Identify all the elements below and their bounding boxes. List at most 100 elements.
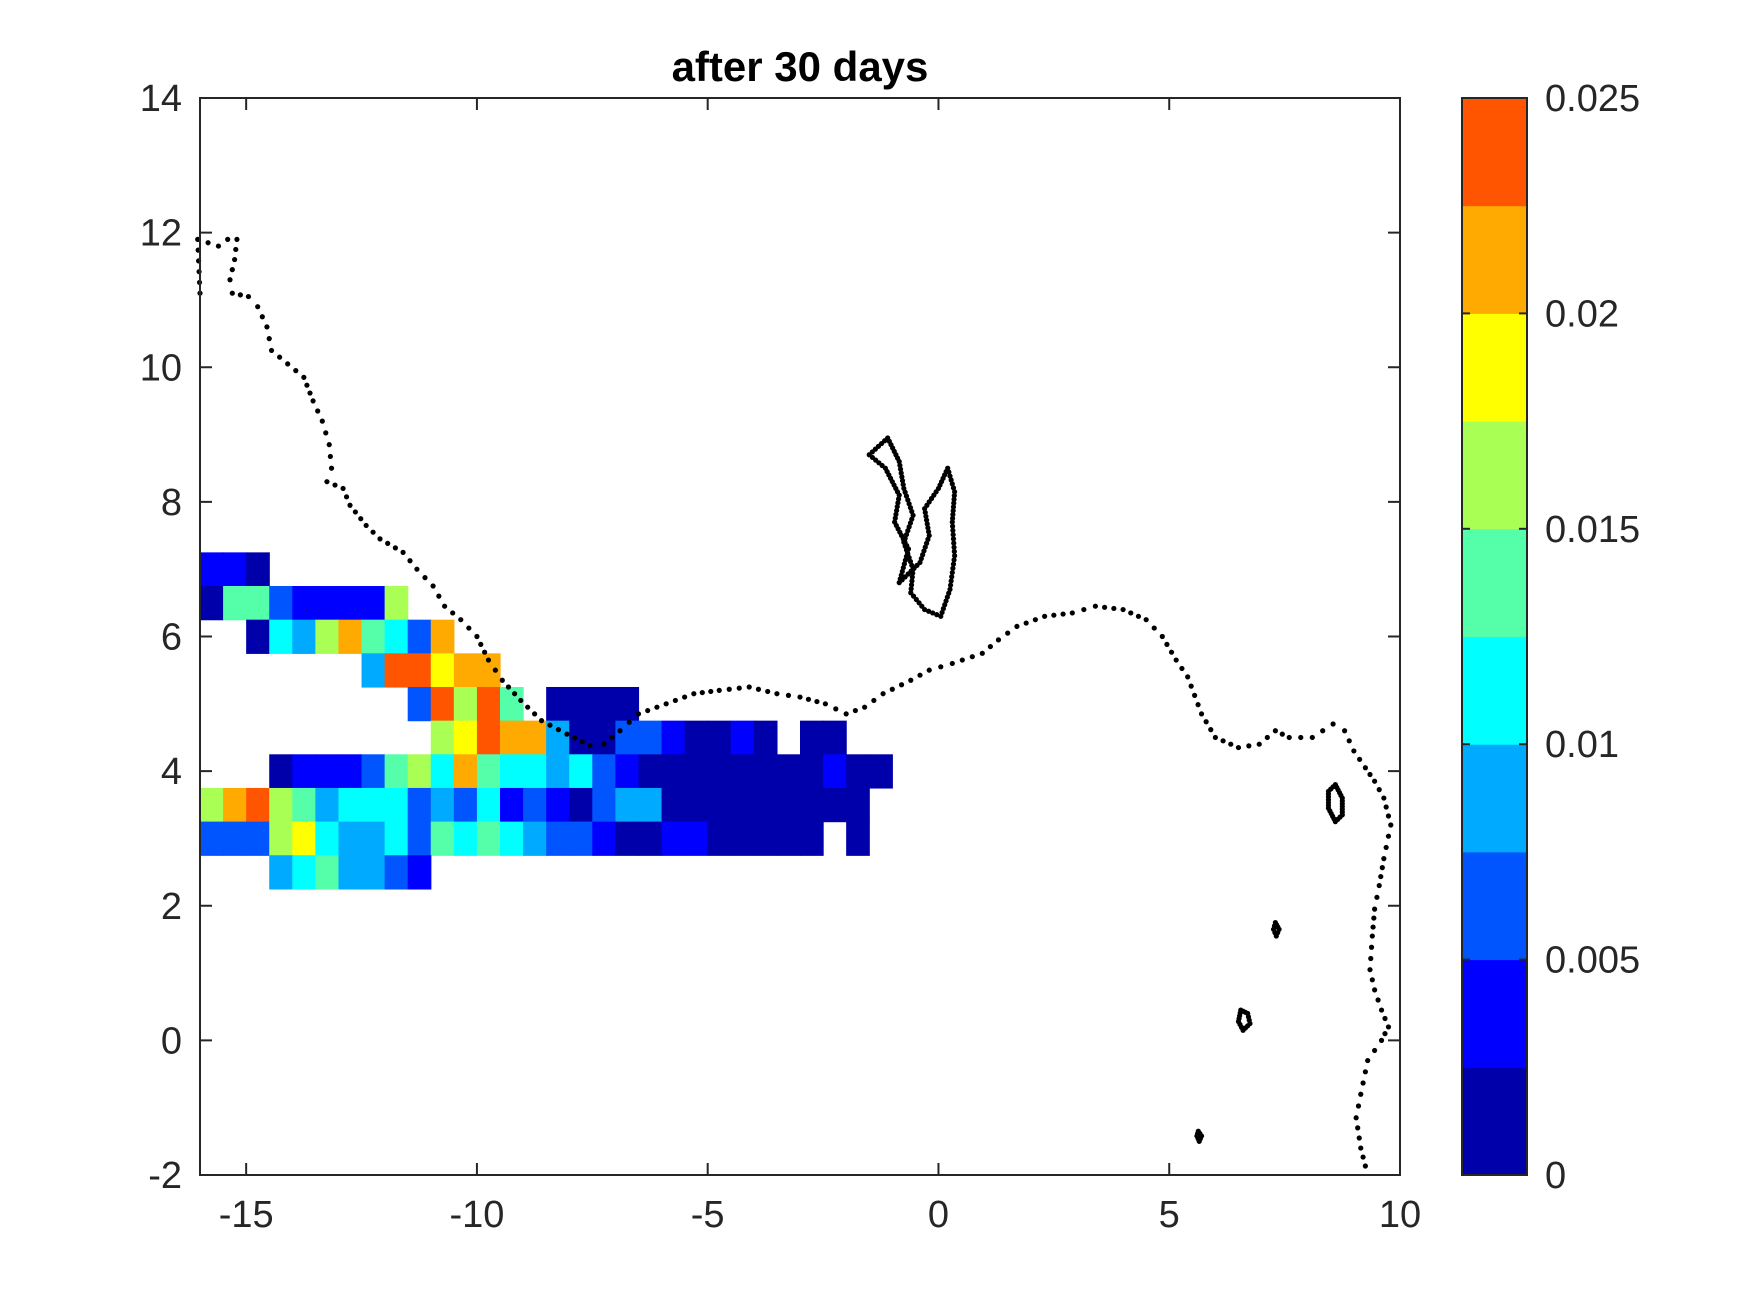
coastline-dot — [880, 691, 886, 697]
heatmap-cell — [846, 787, 870, 823]
heatmap-cell — [315, 855, 340, 890]
heatmap-cell — [615, 686, 640, 722]
coastline-dot — [234, 236, 240, 242]
colorbar-block — [1462, 205, 1527, 314]
coastline-dot — [1360, 1154, 1366, 1160]
coastline-dot — [229, 290, 235, 296]
coastline-dot — [1381, 856, 1387, 862]
coastline-dot — [1023, 620, 1029, 626]
coastline-dot — [1367, 771, 1373, 778]
coastline-dot — [1286, 734, 1292, 741]
lake-outline-dot — [951, 540, 957, 546]
coastline-dot — [442, 603, 448, 609]
coastline-dot — [609, 734, 615, 741]
chart-title: after 30 days — [672, 43, 929, 90]
lake-outline-dot — [950, 511, 956, 518]
coastline-dot — [1372, 1047, 1378, 1054]
colorbar-ticks: 0 0.005 0.01 0.015 0.02 0.025 — [1462, 78, 1640, 1197]
heatmap-cell — [292, 619, 316, 654]
coastline-dot — [195, 236, 201, 242]
coastline-dot — [579, 739, 585, 745]
coastline-dot — [645, 707, 651, 714]
coastline-dot — [1320, 728, 1326, 734]
coastline-dot — [492, 667, 498, 673]
coastline-dot — [225, 236, 231, 242]
coastline-dot — [1375, 997, 1381, 1003]
heatmap-cell — [638, 821, 663, 856]
coastline-dot — [343, 494, 350, 500]
coastline-dot — [797, 694, 803, 700]
heatmap-cell — [407, 787, 432, 823]
coastline-dot — [746, 684, 752, 690]
lake-outline-dot — [924, 521, 930, 527]
heatmap-cell — [384, 787, 409, 823]
colorbar-block — [1462, 851, 1527, 961]
x-tick-label: 10 — [1379, 1194, 1421, 1236]
coastline-dot — [1355, 1103, 1362, 1109]
island-outline-dot — [1237, 1010, 1243, 1016]
heatmap-cell — [592, 754, 616, 789]
lake-outline-dot — [896, 458, 902, 465]
coastline-dot — [264, 324, 270, 330]
coastline-dot — [564, 731, 570, 737]
coastline-dot — [482, 649, 488, 655]
heatmap-cell — [523, 754, 547, 789]
heatmap-cell — [269, 754, 293, 789]
coastline-dot — [327, 453, 333, 460]
lake-outline-dot — [934, 612, 940, 618]
coastline-dot — [833, 706, 839, 712]
lake-outline-dot — [947, 586, 953, 592]
coastline-dot — [285, 361, 291, 367]
coastline-dot — [555, 727, 562, 733]
coastline-dot — [682, 694, 688, 700]
coastline-dot — [1042, 613, 1048, 619]
heatmap-cell — [407, 855, 432, 890]
coastline-dot — [1367, 967, 1373, 973]
heatmap-cell — [846, 754, 870, 789]
heatmap-cell — [523, 720, 547, 755]
lake-outline-dot — [950, 536, 957, 542]
coastline-dot — [315, 408, 321, 414]
lake-outline-dot — [947, 473, 953, 479]
coastline-dot — [1376, 787, 1382, 793]
coastline-dot — [1372, 987, 1378, 993]
lake-outline-dot — [950, 508, 956, 514]
coastline-dot — [227, 277, 233, 283]
colorbar: 0 0.005 0.01 0.015 0.02 0.025 — [1461, 78, 1640, 1197]
heatmap-cell — [638, 720, 663, 755]
coastline-dot — [1164, 641, 1170, 647]
coastline-dot — [450, 610, 456, 616]
heatmap-cell — [776, 821, 801, 856]
coastline-dot — [1092, 603, 1098, 609]
coastline-dot — [1168, 649, 1175, 655]
coastline-dot — [1102, 604, 1108, 610]
lake-outline-dot — [895, 496, 902, 502]
heatmap-cell — [315, 619, 340, 654]
lake-outline-dot — [897, 462, 903, 468]
coastline-dot — [1279, 731, 1285, 737]
coastline-dot — [1371, 915, 1377, 921]
lake-outline-dot — [892, 519, 898, 525]
heatmap-cell — [361, 754, 386, 789]
heatmap-cell — [569, 787, 593, 823]
heatmap-cell — [407, 821, 432, 856]
heatmap-cell — [430, 787, 455, 823]
coastline-dot — [1298, 734, 1304, 741]
lake-outline-dot — [951, 492, 957, 499]
coastline-dot — [822, 701, 828, 707]
heatmap-cell — [569, 754, 593, 789]
y-tick-label: 0 — [161, 1020, 182, 1062]
heatmap-cell — [846, 821, 870, 856]
coastline-dot — [277, 354, 283, 360]
plot-area: -15 -10 -5 0 5 10 -2 0 2 4 6 8 10 12 14 — [140, 78, 1421, 1236]
heatmap-cell — [315, 754, 340, 789]
heatmap-cell — [292, 754, 316, 789]
colorbar-block — [1462, 528, 1527, 637]
heatmap-cell — [707, 821, 732, 856]
coastline-dot — [1081, 606, 1087, 613]
lake-outline-dot — [922, 506, 928, 512]
coastline-dot — [774, 691, 780, 697]
heatmap-cell — [592, 686, 616, 722]
island-outline-dot — [1325, 791, 1332, 797]
heatmap-cell — [800, 787, 824, 823]
